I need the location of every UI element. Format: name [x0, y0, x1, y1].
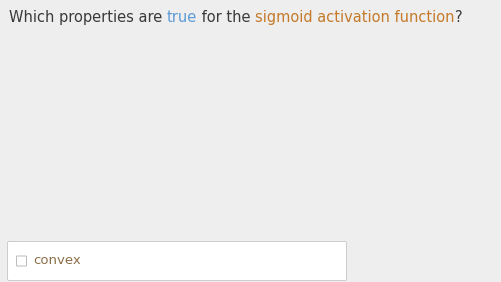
FancyBboxPatch shape — [8, 241, 346, 281]
FancyBboxPatch shape — [17, 256, 27, 266]
Text: sigmoid activation function: sigmoid activation function — [255, 10, 454, 25]
Text: ?: ? — [454, 10, 461, 25]
Text: true: true — [166, 10, 197, 25]
Text: for the: for the — [197, 10, 255, 25]
Text: Which properties are: Which properties are — [9, 10, 166, 25]
Text: convex: convex — [33, 254, 81, 268]
